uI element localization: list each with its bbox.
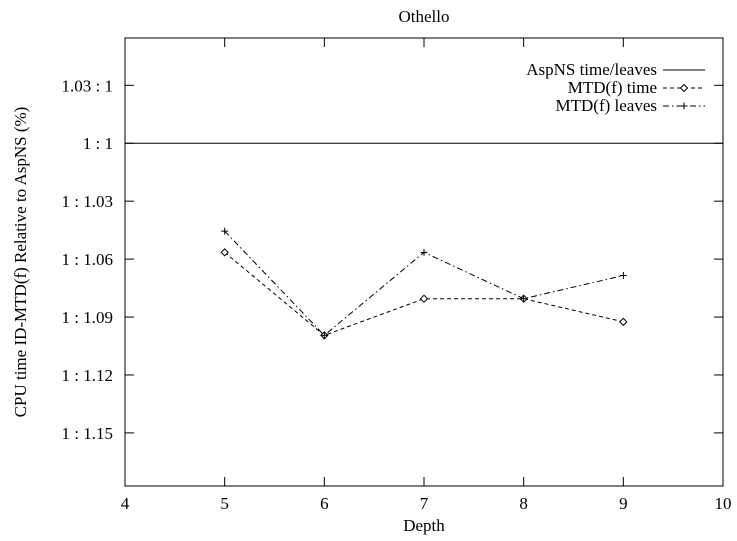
- y-tick-label: 1 : 1.03: [62, 192, 113, 211]
- x-tick-label: 10: [715, 494, 732, 513]
- y-tick-label: 1 : 1.12: [62, 366, 113, 385]
- legend-label-mtd-f-time: MTD(f) time: [568, 78, 657, 97]
- series-line-mtd-f-time: [224, 251, 624, 336]
- data-point-mtd-f-time: [220, 248, 229, 257]
- x-tick-label: 9: [619, 494, 628, 513]
- legend-label-mtd-f-leaves: MTD(f) leaves: [556, 96, 658, 115]
- series-line-mtd-f-leaves: [224, 230, 624, 337]
- y-tick-label: 1 : 1: [83, 134, 113, 153]
- data-point-mtd-f-time: [419, 294, 429, 303]
- y-tick-label: 1.03 : 1: [62, 76, 113, 95]
- y-axis-label: CPU time ID-MTD(f) Relative to AspNS (%): [11, 107, 30, 418]
- legend-marker-mtd-f-time: [679, 83, 689, 93]
- data-point-mtd-f-leaves: [420, 248, 428, 256]
- x-tick-label: 6: [320, 494, 329, 513]
- legend-label-aspns-time-leaves: AspNS time/leaves: [526, 60, 657, 79]
- x-axis-label: Depth: [403, 516, 445, 535]
- y-tick-label: 1 : 1.15: [62, 424, 113, 443]
- x-tick-label: 8: [519, 494, 528, 513]
- series-layer: [125, 142, 723, 340]
- data-point-mtd-f-leaves: [619, 272, 627, 280]
- x-tick-label: 5: [220, 494, 229, 513]
- y-tick-label: 1 : 1.06: [62, 250, 113, 269]
- chart-title: Othello: [399, 7, 450, 26]
- y-tick-label: 1 : 1.09: [62, 308, 113, 327]
- data-point-mtd-f-time: [619, 317, 628, 327]
- data-point-mtd-f-leaves: [221, 227, 229, 235]
- data-point-mtd-f-leaves: [520, 295, 528, 303]
- x-tick-label: 4: [121, 494, 130, 513]
- legend-marker-mtd-f-leaves: [680, 102, 688, 110]
- data-point-mtd-f-leaves: [320, 331, 328, 339]
- x-tick-label: 7: [420, 494, 429, 513]
